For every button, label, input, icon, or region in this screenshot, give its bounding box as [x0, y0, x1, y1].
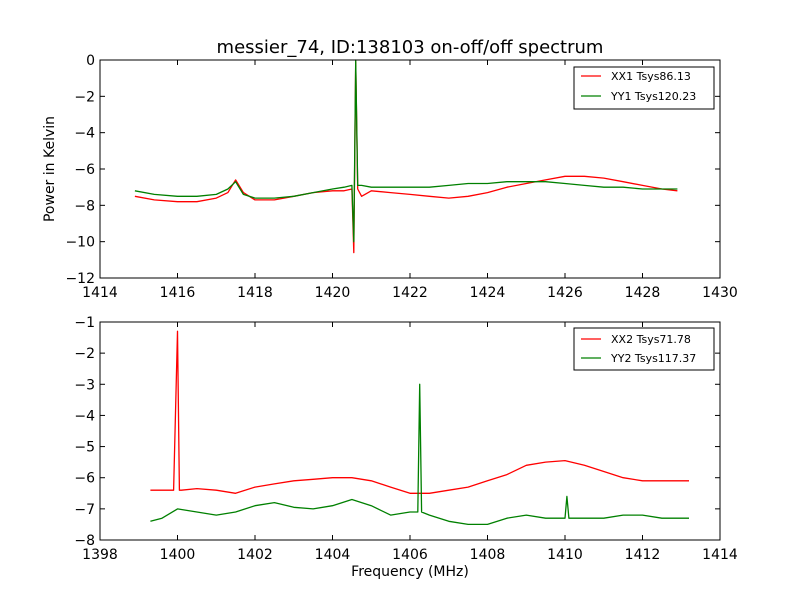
- series-line-xx2: [150, 330, 689, 494]
- series-line-yy2: [150, 383, 689, 526]
- legend-label-xx2: XX2 Tsys71.78: [611, 333, 691, 346]
- top-axis-ticks: 1414 1416 1418 1420 1422 1424 1426 1428 1430 0 −2 −…: [65, 53, 737, 301]
- y-tick-label: −8: [74, 533, 95, 549]
- x-tick-label: 1412: [625, 547, 661, 563]
- x-tick-label: 1408: [470, 547, 506, 563]
- y-tick-label: −1: [74, 315, 95, 331]
- series-line-xx1: [134, 61, 678, 254]
- x-tick-label: 1410: [547, 547, 583, 563]
- top-chart: messier_74, ID:138103 on-off/off spectru…: [42, 37, 738, 301]
- x-tick-label: 1398: [82, 547, 118, 563]
- legend-box: [573, 66, 715, 110]
- y-tick-label: −4: [74, 408, 95, 424]
- x-axis-label: Frequency (MHz): [351, 564, 469, 580]
- y-tick-label: −6: [74, 471, 95, 487]
- x-tick-label: 1418: [237, 285, 273, 301]
- chart-title: messier_74, ID:138103 on-off/off spectru…: [217, 37, 604, 58]
- top-series-group: [134, 59, 678, 254]
- bottom-series-group: [150, 330, 689, 526]
- y-tick-label: 0: [86, 53, 95, 69]
- x-tick-label: 1414: [702, 547, 738, 563]
- y-tick-label: −2: [74, 346, 95, 362]
- bottom-chart: 1398 1400 1402 1404 1406 1408 1410 1412 1414 −1 −2…: [74, 315, 738, 580]
- y-tick-label: −8: [74, 198, 95, 214]
- x-tick-label: 1400: [160, 547, 196, 563]
- legend-label-yy1: YY1 Tsys120.23: [610, 90, 696, 103]
- top-legend: XX1 Tsys86.13 YY1 Tsys120.23: [573, 66, 715, 110]
- x-tick-label: 1414: [82, 285, 118, 301]
- y-tick-label: −2: [74, 89, 95, 105]
- x-tick-label: 1430: [702, 285, 738, 301]
- x-tick-label: 1416: [160, 285, 196, 301]
- x-tick-label: 1422: [392, 285, 428, 301]
- y-tick-label: −12: [65, 271, 95, 287]
- x-tick-label: 1426: [547, 285, 583, 301]
- x-tick-label: 1404: [315, 547, 351, 563]
- x-tick-label: 1424: [470, 285, 506, 301]
- y-tick-label: −3: [74, 377, 95, 393]
- legend-box: [573, 327, 715, 371]
- x-tick-label: 1406: [392, 547, 428, 563]
- y-axis-label: Power in Kelvin: [42, 116, 58, 222]
- bottom-axis-ticks: 1398 1400 1402 1404 1406 1408 1410 1412 1414 −1 −2…: [74, 315, 738, 563]
- x-tick-label: 1420: [315, 285, 351, 301]
- y-tick-label: −6: [74, 162, 95, 178]
- bottom-legend: XX2 Tsys71.78 YY2 Tsys117.37: [573, 327, 715, 371]
- legend-label-yy2: YY2 Tsys117.37: [610, 352, 696, 365]
- x-tick-label: 1402: [237, 547, 273, 563]
- legend-label-xx1: XX1 Tsys86.13: [611, 70, 691, 83]
- x-tick-label: 1428: [625, 285, 661, 301]
- y-tick-label: −5: [74, 440, 95, 456]
- y-tick-label: −4: [74, 126, 95, 142]
- series-line-yy1: [134, 59, 678, 243]
- y-tick-label: −10: [65, 235, 95, 251]
- y-tick-label: −7: [74, 502, 95, 518]
